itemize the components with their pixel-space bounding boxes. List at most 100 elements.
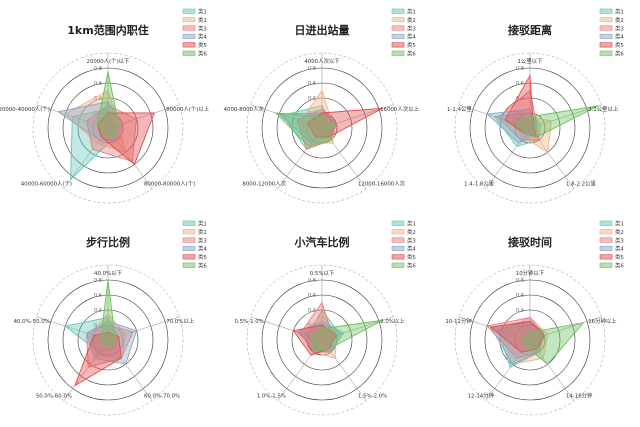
radar-panel-4: 步行比例 0.2 0.4 0.6 0.840.0%以下 70.0%以上 60.0%-70.0… bbox=[14, 220, 207, 416]
radial-tick-label: 0.4 bbox=[308, 96, 316, 102]
series-polygon-4 bbox=[56, 101, 123, 141]
legend-swatch bbox=[182, 17, 196, 23]
radial-tick-label: 0.6 bbox=[94, 81, 102, 87]
radar-panel-2: 日进出站量0.20.40.60.84000人次以下16000人次以上12000-… bbox=[224, 8, 420, 204]
axis-spoke bbox=[107, 127, 153, 189]
axis-label: 50.0%-60.0% bbox=[36, 394, 72, 400]
legend-label: 类3 bbox=[407, 24, 416, 32]
series-polygon-6 bbox=[96, 71, 120, 138]
series-polygon-2 bbox=[511, 116, 552, 154]
legend-label: 类6 bbox=[407, 262, 416, 270]
legend-swatch bbox=[599, 25, 613, 31]
radial-tick-label: 0.2 bbox=[94, 323, 102, 329]
axis-spoke bbox=[36, 316, 109, 341]
axis-label: 1-1.4公里 bbox=[447, 106, 472, 113]
radial-tick-label: 0.6 bbox=[516, 293, 524, 299]
radial-tick-label: 0.6 bbox=[94, 293, 102, 299]
legend-swatch bbox=[391, 254, 405, 260]
axis-label: 1.0%-1.5% bbox=[257, 394, 286, 400]
legend-swatch bbox=[599, 229, 613, 235]
axis-label: 1.5%-2.0% bbox=[358, 394, 387, 400]
legend-swatch bbox=[599, 42, 613, 48]
series-polygon-6 bbox=[100, 279, 116, 347]
axis-label: 1公里以下 bbox=[518, 58, 544, 65]
legend-label: 类1 bbox=[198, 8, 207, 16]
legend-swatch bbox=[599, 17, 613, 23]
chart-title: 接驳距离 bbox=[508, 23, 552, 37]
series-polygon-3 bbox=[300, 301, 334, 353]
legend-swatch bbox=[182, 220, 196, 226]
series-polygon-3 bbox=[497, 89, 540, 141]
axis-label: 20000人(个)以下 bbox=[87, 58, 131, 65]
series-polygon-4 bbox=[486, 108, 538, 144]
series-polygon-6 bbox=[522, 321, 585, 365]
legend-swatch bbox=[182, 42, 196, 48]
legend-swatch bbox=[182, 254, 196, 260]
legend-label: 类2 bbox=[615, 228, 624, 236]
chart-title: 步行比例 bbox=[86, 235, 130, 249]
legend-label: 类5 bbox=[407, 41, 416, 49]
legend-label: 类2 bbox=[198, 16, 207, 24]
legend-swatch bbox=[599, 254, 613, 260]
legend-swatch bbox=[599, 220, 613, 226]
legend-label: 类1 bbox=[407, 8, 416, 16]
series-polygon-6 bbox=[310, 319, 383, 353]
legend-swatch bbox=[391, 42, 405, 48]
legend-label: 类4 bbox=[407, 245, 416, 253]
axis-spoke bbox=[107, 104, 180, 129]
legend-label: 类6 bbox=[198, 262, 207, 270]
axis-label: 4000人次以下 bbox=[304, 57, 340, 65]
radial-tick-label: 0.8 bbox=[516, 66, 524, 72]
axis-spoke bbox=[529, 339, 575, 401]
legend-label: 类2 bbox=[407, 16, 416, 24]
series-polygon-6 bbox=[514, 105, 598, 138]
legend-swatch bbox=[182, 245, 196, 251]
legend-label: 类3 bbox=[615, 236, 624, 244]
axis-label: 40.0%以下 bbox=[94, 270, 123, 277]
legend-label: 类3 bbox=[615, 24, 624, 32]
radial-tick-label: 0.8 bbox=[94, 278, 102, 284]
series-polygon-4 bbox=[86, 320, 138, 365]
axis-spoke bbox=[529, 127, 575, 189]
legend-swatch bbox=[391, 262, 405, 268]
radial-tick-label: 0.2 bbox=[94, 111, 102, 117]
legend-swatch bbox=[599, 8, 613, 14]
axis-spoke bbox=[529, 104, 602, 129]
legend-swatch bbox=[182, 33, 196, 40]
legend-swatch bbox=[182, 262, 196, 268]
axis-spoke bbox=[107, 339, 153, 401]
legend-swatch bbox=[391, 50, 405, 56]
legend-label: 类5 bbox=[198, 253, 207, 261]
chart-title: 接驳时间 bbox=[508, 235, 552, 249]
radial-tick-label: 0.4 bbox=[94, 308, 102, 314]
legend-swatch bbox=[391, 8, 405, 14]
legend-swatch bbox=[391, 220, 405, 226]
legend-swatch bbox=[182, 50, 196, 56]
axis-label: 1.8-2.2公里 bbox=[566, 181, 596, 188]
legend-label: 类5 bbox=[615, 253, 624, 261]
series-polygon-5 bbox=[489, 320, 545, 353]
radial-tick-label: 0.4 bbox=[308, 308, 316, 314]
axis-spoke bbox=[277, 127, 323, 189]
radial-tick-label: 0.4 bbox=[94, 96, 102, 102]
legend-label: 类2 bbox=[198, 228, 207, 236]
axis-label: 16000人次以上 bbox=[380, 105, 419, 113]
legend-label: 类3 bbox=[198, 24, 207, 32]
axis-label: 0.5%以下 bbox=[310, 270, 335, 277]
axis-label: 12-14分钟 bbox=[468, 392, 495, 400]
legend-label: 类1 bbox=[407, 220, 416, 228]
chart-title: 1km范围内职住 bbox=[67, 23, 148, 37]
axis-label: 0.5%-1.0% bbox=[234, 319, 263, 325]
radial-tick-label: 0.8 bbox=[308, 66, 316, 72]
legend-label: 类1 bbox=[615, 220, 624, 228]
radial-tick-label: 0.6 bbox=[308, 81, 316, 87]
series-polygon-5 bbox=[292, 324, 337, 356]
axis-label: 12000-16000人次 bbox=[358, 180, 406, 188]
legend-label: 类4 bbox=[407, 33, 416, 41]
legend-label: 类4 bbox=[615, 33, 624, 41]
legend-swatch bbox=[599, 245, 613, 251]
series-polygon-3 bbox=[86, 104, 138, 162]
legend-label: 类6 bbox=[407, 50, 416, 58]
legend-label: 类4 bbox=[198, 33, 207, 41]
